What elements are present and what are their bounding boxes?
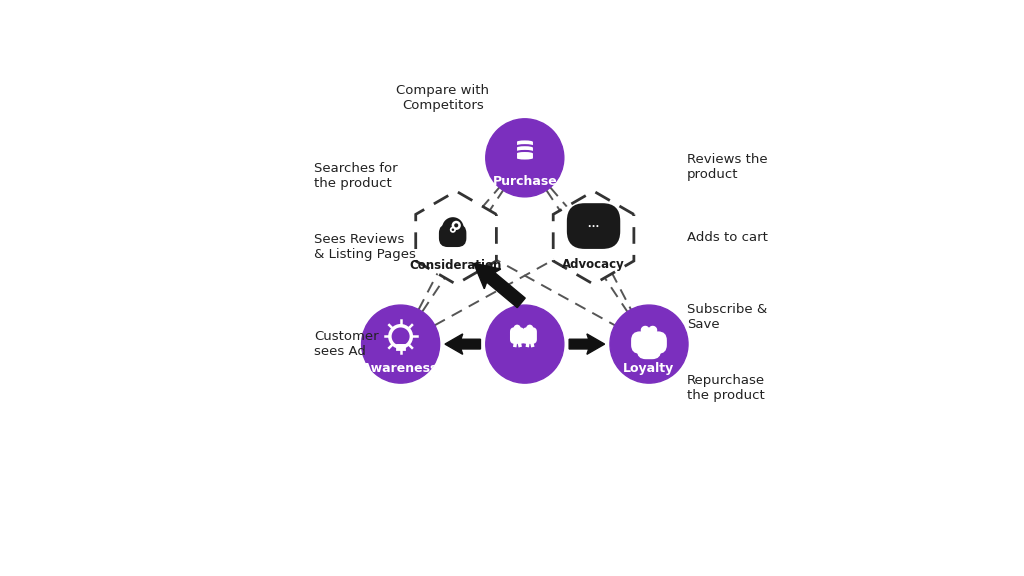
FancyBboxPatch shape (516, 141, 534, 146)
Ellipse shape (516, 139, 534, 143)
Circle shape (455, 223, 459, 228)
Circle shape (589, 225, 591, 227)
Circle shape (596, 225, 598, 227)
FancyBboxPatch shape (522, 327, 537, 344)
FancyBboxPatch shape (516, 153, 534, 158)
Circle shape (485, 119, 564, 197)
FancyArrow shape (474, 263, 525, 308)
Circle shape (452, 229, 455, 231)
Polygon shape (416, 191, 497, 284)
FancyBboxPatch shape (517, 334, 525, 342)
Text: Compare with
Competitors: Compare with Competitors (396, 84, 489, 112)
FancyBboxPatch shape (594, 230, 607, 242)
Circle shape (442, 217, 464, 238)
FancyBboxPatch shape (522, 334, 530, 342)
Circle shape (526, 325, 534, 332)
Circle shape (514, 325, 520, 332)
FancyBboxPatch shape (510, 327, 524, 344)
Text: Adds to cart: Adds to cart (687, 231, 768, 244)
Text: Loyalty: Loyalty (624, 362, 675, 375)
Polygon shape (553, 191, 634, 284)
Text: Consideration: Consideration (410, 259, 502, 272)
FancyArrow shape (569, 334, 604, 354)
Circle shape (450, 226, 456, 233)
Circle shape (593, 225, 595, 227)
Text: Reviews the
product: Reviews the product (687, 153, 767, 181)
Text: Searches for
the product: Searches for the product (314, 161, 397, 190)
FancyBboxPatch shape (587, 230, 600, 242)
Circle shape (591, 230, 596, 235)
FancyBboxPatch shape (567, 203, 621, 249)
FancyBboxPatch shape (637, 335, 662, 359)
Text: Awareness: Awareness (362, 362, 439, 375)
Ellipse shape (516, 156, 534, 160)
Ellipse shape (516, 151, 534, 155)
Ellipse shape (516, 145, 534, 149)
Circle shape (452, 221, 461, 230)
FancyArrow shape (445, 334, 480, 354)
FancyBboxPatch shape (580, 230, 593, 242)
Circle shape (485, 305, 564, 383)
Polygon shape (641, 327, 656, 340)
Text: Customer
sees Ad: Customer sees Ad (314, 330, 379, 358)
Text: Purchase: Purchase (493, 175, 557, 188)
Circle shape (610, 305, 688, 383)
FancyBboxPatch shape (439, 224, 466, 247)
Text: Repurchase
the product: Repurchase the product (687, 374, 765, 403)
Text: Subscribe &
Save: Subscribe & Save (687, 304, 767, 332)
FancyBboxPatch shape (516, 147, 534, 152)
FancyBboxPatch shape (631, 331, 667, 354)
Circle shape (584, 230, 589, 235)
Polygon shape (592, 231, 597, 234)
Circle shape (598, 230, 603, 235)
Text: Sees Reviews
& Listing Pages: Sees Reviews & Listing Pages (314, 233, 416, 260)
Circle shape (361, 305, 439, 383)
Text: Advocacy: Advocacy (562, 258, 625, 271)
